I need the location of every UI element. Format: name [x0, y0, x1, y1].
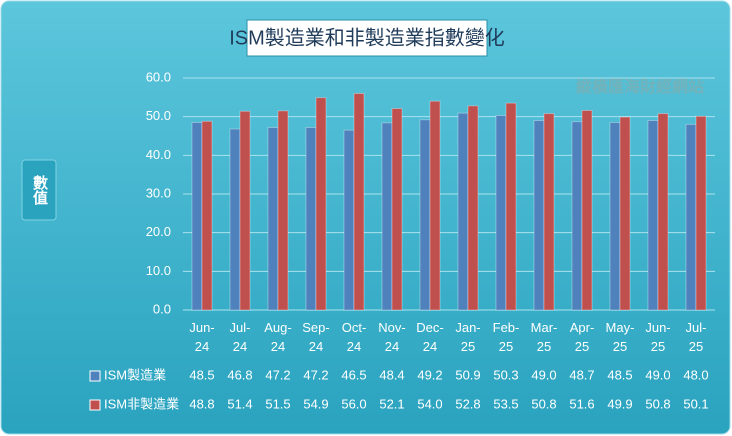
bar: [419, 119, 431, 311]
y-axis-label: 數值: [31, 174, 48, 205]
table-value: 51.5: [265, 396, 290, 411]
table-value: 52.8: [455, 396, 480, 411]
bar: [505, 102, 517, 311]
bar: [277, 110, 289, 311]
table-value: 49.9: [607, 396, 632, 411]
table-value: 50.8: [531, 396, 556, 411]
table-value: 50.9: [455, 367, 480, 382]
table-value: 50.3: [493, 367, 518, 382]
bar: [543, 113, 555, 311]
table-value: 48.5: [607, 367, 632, 382]
bar: [685, 123, 697, 311]
table-value: 46.8: [227, 367, 252, 382]
y-tick-label: 20.0: [146, 224, 171, 239]
bar: [381, 122, 393, 311]
legend-label: ISM製造業: [104, 367, 166, 382]
y-tick-label: 50.0: [146, 108, 171, 123]
x-tick-label: Jul-25: [685, 320, 707, 354]
bar: [229, 128, 241, 311]
table-value: 51.4: [227, 396, 252, 411]
bar: [201, 120, 213, 311]
y-tick-label: 40.0: [146, 147, 171, 162]
x-tick-label: Sep-24: [302, 320, 330, 354]
table-value: 56.0: [341, 396, 366, 411]
table-value: 53.5: [493, 396, 518, 411]
bar: [495, 115, 507, 311]
bar: [467, 105, 479, 311]
table-value: 54.9: [303, 396, 328, 411]
x-tick-label: Oct-24: [341, 320, 367, 354]
x-tick-label: Apr-25: [569, 320, 595, 354]
chart-title: ISM製造業和非製造業指數變化: [229, 26, 505, 49]
table-value: 47.2: [303, 367, 328, 382]
table-value: 48.0: [683, 367, 708, 382]
bar: [695, 115, 707, 311]
bar: [305, 126, 317, 311]
x-tick-label: Aug-24: [264, 320, 292, 354]
table-value: 48.7: [569, 367, 594, 382]
x-tick-label: Dec-24: [416, 320, 444, 354]
x-tick-label: Nov-24: [378, 320, 406, 354]
table-value: 52.1: [379, 396, 404, 411]
bar: [267, 126, 279, 311]
table-value: 46.5: [341, 367, 366, 382]
table-value: 50.1: [683, 396, 708, 411]
x-tick-label: Feb-25: [492, 320, 520, 354]
bar: [391, 108, 403, 311]
bar: [457, 112, 469, 311]
legend-swatch: [89, 399, 101, 411]
table-value: 54.0: [417, 396, 442, 411]
x-tick-label: Jul-24: [229, 320, 251, 354]
table-value: 48.8: [189, 396, 214, 411]
bar: [581, 109, 593, 311]
table-value: 49.0: [531, 367, 556, 382]
bar: [343, 129, 355, 311]
y-tick-label: 30.0: [146, 185, 171, 200]
bar: [657, 113, 669, 311]
table-value: 49.2: [417, 367, 442, 382]
x-tick-label: Jun-25: [645, 320, 671, 354]
y-tick-label: 10.0: [146, 263, 171, 278]
table-value: 48.4: [379, 367, 404, 382]
legend-label: ISM非製造業: [104, 396, 179, 411]
x-tick-label: Jan-25: [455, 320, 481, 354]
title-box: [246, 19, 488, 57]
table-value: 47.2: [265, 367, 290, 382]
y-tick-label: 0.0: [153, 301, 171, 316]
table-value: 48.5: [189, 367, 214, 382]
table-value: 51.6: [569, 396, 594, 411]
y-label-box: [21, 159, 57, 221]
bar: [619, 116, 631, 311]
x-tick-label: Mar-25: [530, 320, 558, 354]
bar: [647, 120, 659, 311]
legend-swatch: [89, 370, 101, 382]
watermark: 縱橫匯海財經網站: [576, 77, 704, 96]
bar: [429, 100, 441, 311]
table-value: 50.8: [645, 396, 670, 411]
y-tick-label: 60.0: [146, 69, 171, 84]
x-tick-label: May-25: [605, 320, 635, 354]
x-tick-label: Jun-24: [189, 320, 215, 354]
table-value: 49.0: [645, 367, 670, 382]
bar: [191, 121, 203, 311]
bar: [533, 120, 545, 311]
bar: [353, 92, 365, 311]
bar: [571, 121, 583, 311]
bar: [239, 110, 251, 311]
bar: [315, 97, 327, 311]
bar: [609, 121, 621, 311]
